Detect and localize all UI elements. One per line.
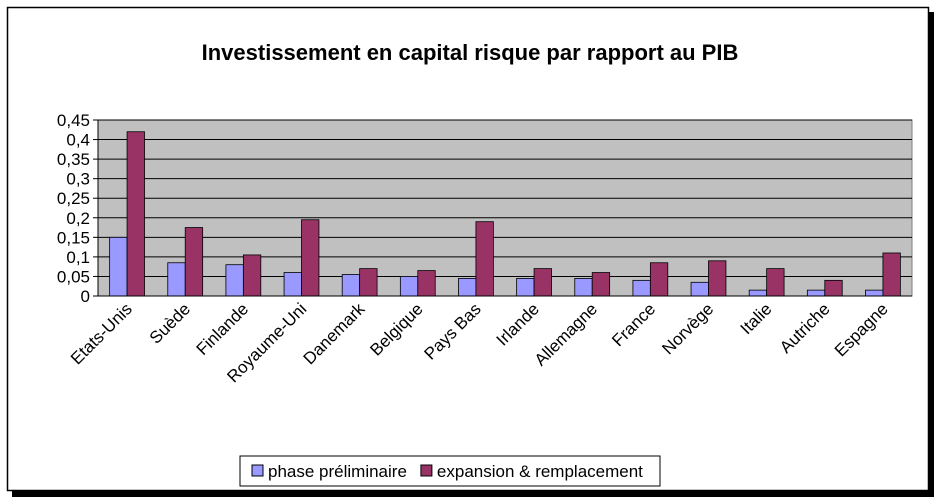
bar: [225, 264, 244, 297]
y-tick-label: 0,45: [57, 111, 90, 130]
legend: [239, 455, 661, 487]
bar: [341, 274, 361, 297]
bar: [591, 272, 611, 297]
bar: [167, 262, 186, 297]
y-tick-label: 0,3: [66, 170, 90, 189]
legend-label: phase préliminaire: [268, 462, 407, 481]
bar: [399, 276, 419, 297]
bar: [184, 227, 204, 297]
bar: [417, 270, 436, 297]
bar: [516, 277, 535, 297]
bar: [690, 281, 709, 297]
bar: [708, 260, 727, 297]
bar: [748, 289, 768, 297]
bar: [766, 268, 785, 297]
y-tick-label: 0,2: [66, 209, 90, 228]
y-tick-label: 0,35: [57, 150, 90, 169]
legend-swatch: [420, 464, 433, 477]
bar: [824, 279, 843, 297]
legend-swatch: [251, 464, 264, 477]
y-tick-label: 0: [81, 287, 90, 306]
y-tick-label: 0,15: [57, 228, 90, 247]
bar: [632, 279, 651, 297]
bar: [475, 221, 494, 297]
bar: [283, 272, 302, 297]
bar: [882, 252, 901, 297]
bar: [649, 262, 669, 297]
bar: [242, 254, 262, 297]
legend-label: expansion & remplacement: [437, 462, 643, 481]
bar: [109, 236, 128, 297]
y-tick-label: 0,25: [57, 189, 90, 208]
bar: [458, 277, 477, 297]
y-tick-label: 0,1: [66, 248, 90, 267]
bar: [301, 219, 320, 297]
bar: [806, 289, 826, 297]
bar: [533, 268, 552, 297]
y-tick-label: 0,05: [57, 267, 90, 286]
bar: [126, 131, 145, 297]
bar: [359, 268, 378, 297]
plot-area: [97, 119, 913, 297]
bar: [865, 289, 884, 297]
y-tick-label: 0,4: [66, 131, 90, 150]
bar: [574, 277, 593, 297]
chart-title: Investissement en capital risque par rap…: [202, 40, 739, 65]
